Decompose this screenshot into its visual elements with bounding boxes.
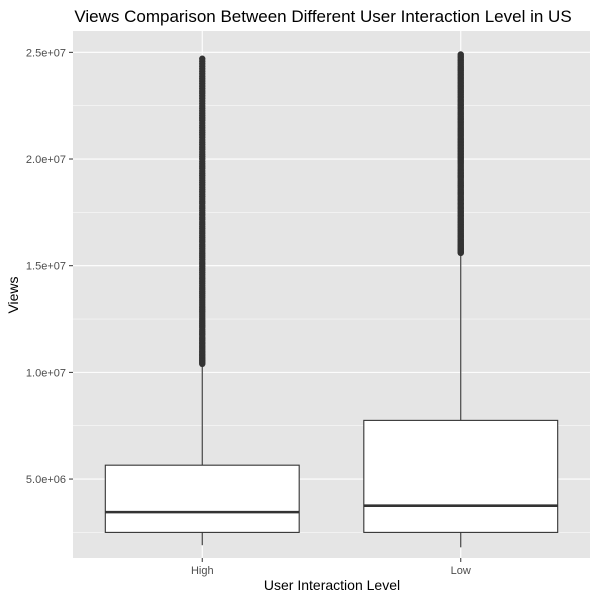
- y-tick-label: 1.5e+07: [26, 261, 66, 273]
- x-axis-title: User Interaction Level: [264, 577, 400, 593]
- outlier-points: [199, 55, 206, 368]
- y-axis-title: Views: [5, 276, 21, 313]
- x-tick-label: High: [191, 565, 214, 577]
- box-low: [363, 51, 559, 548]
- y-tick-label: 2.0e+07: [26, 154, 66, 166]
- boxes: [104, 51, 559, 548]
- box-high: [104, 55, 300, 546]
- y-axis: 5.0e+06 1.0e+07 1.5e+07 2.0e+07 2.5e+07: [26, 47, 73, 486]
- y-tick-label: 1.0e+07: [26, 367, 66, 379]
- iqr-box: [104, 464, 300, 533]
- x-axis: High Low: [191, 558, 471, 577]
- outlier-point: [199, 55, 206, 62]
- y-tick-label: 2.5e+07: [26, 47, 66, 59]
- outlier-point: [457, 51, 464, 58]
- outlier-points: [457, 51, 464, 257]
- x-tick-label: Low: [451, 565, 471, 577]
- y-tick-label: 5.0e+06: [26, 474, 66, 486]
- chart-title: Views Comparison Between Different User …: [74, 7, 571, 26]
- iqr-box: [363, 419, 559, 533]
